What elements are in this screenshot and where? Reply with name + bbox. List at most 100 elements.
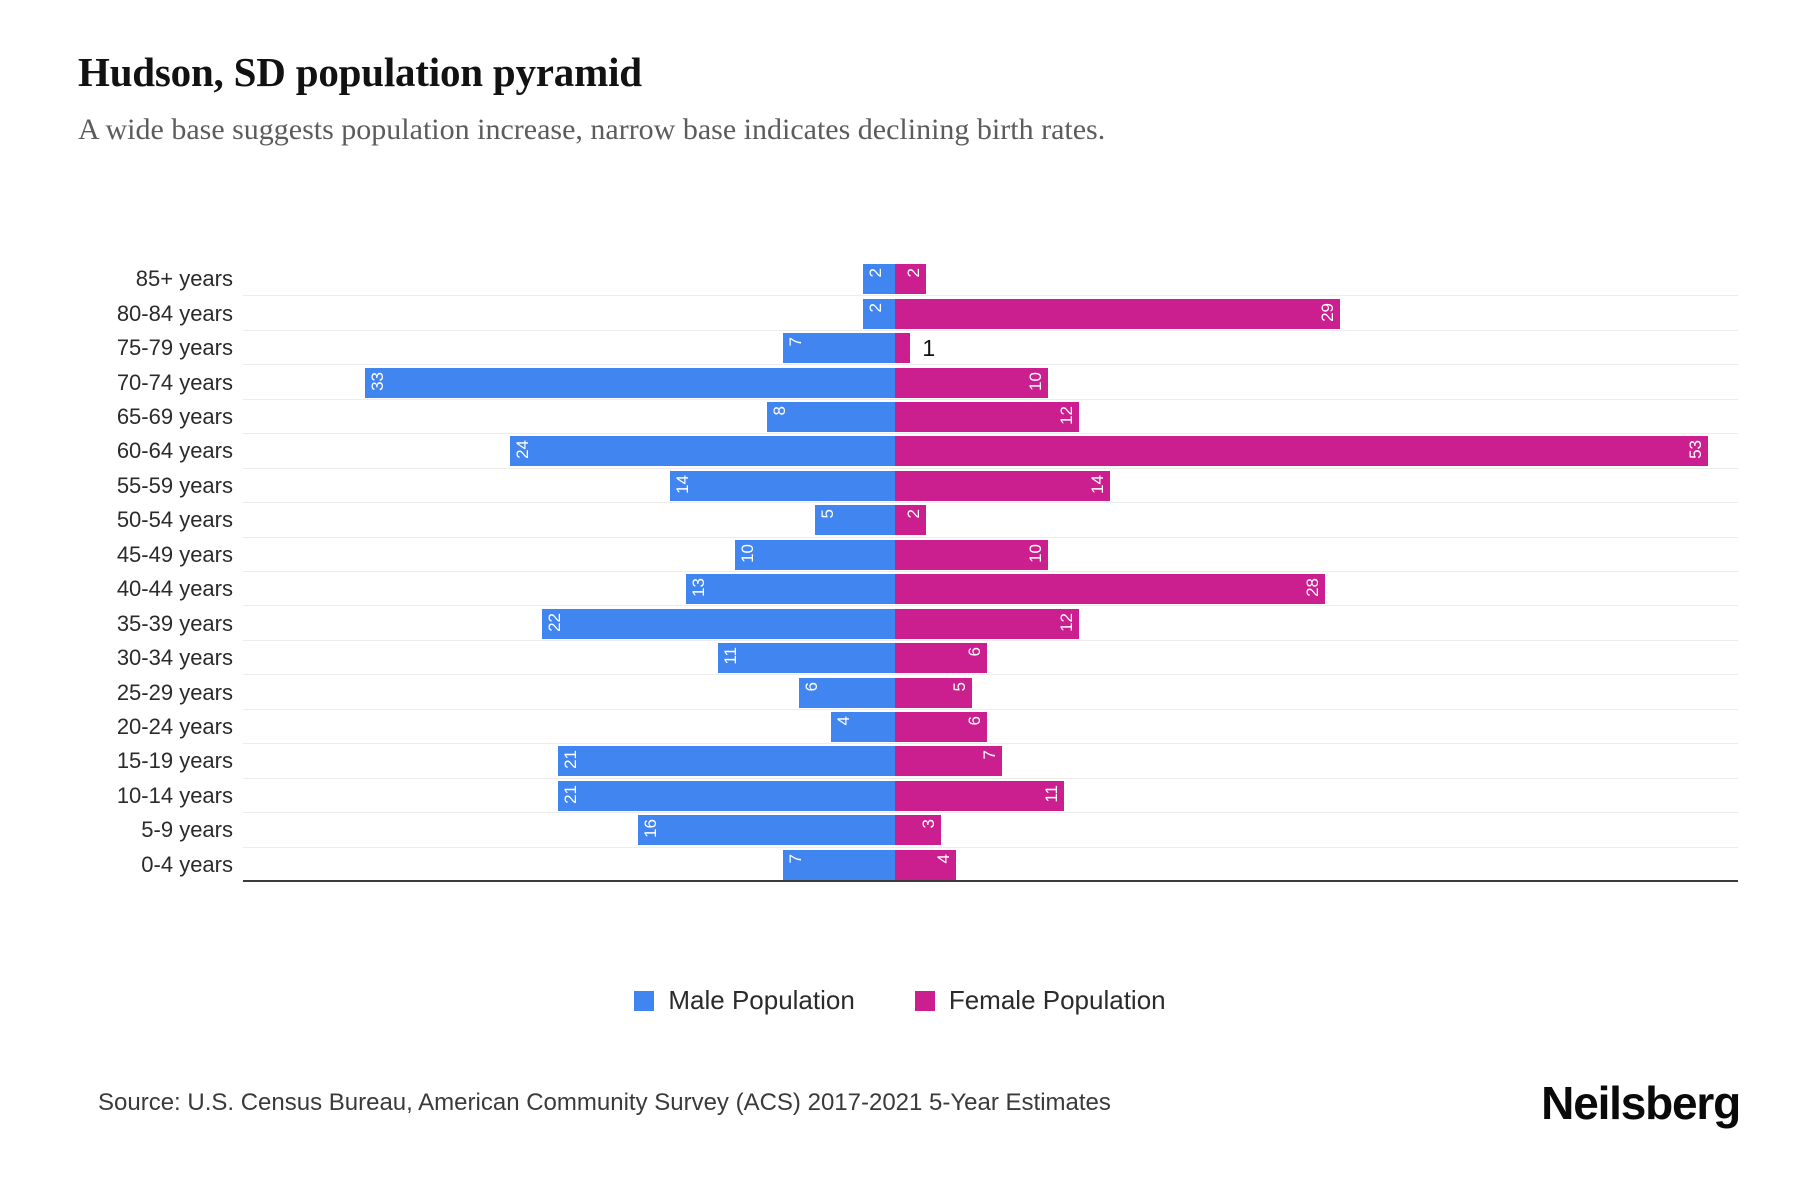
y-axis-tick-label: 60-64 years (116, 438, 233, 464)
bar-row: 33 10 (243, 367, 1738, 398)
bar-value-label: 2 (865, 302, 885, 313)
bar-female[interactable]: 11 (895, 780, 1064, 811)
source-note: Source: U.S. Census Bureau, American Com… (98, 1089, 1111, 1116)
bar-row: 22 12 (243, 608, 1738, 639)
bar-row: 16 3 (243, 815, 1738, 846)
chart-footer: Source: U.S. Census Bureau, American Com… (98, 1077, 1741, 1129)
gridline (243, 812, 1738, 814)
gridline (243, 605, 1738, 607)
x-axis-baseline (243, 880, 1738, 882)
bar-male[interactable]: 2 (862, 298, 895, 329)
bar-female[interactable]: 10 (895, 539, 1049, 570)
bar-value-label: 14 (673, 474, 693, 494)
bar-value-label: 2 (865, 268, 885, 278)
y-axis-tick-label: 40-44 years (116, 576, 233, 602)
y-axis-tick-label: 20-24 years (116, 714, 233, 739)
bar-female[interactable]: 6 (895, 643, 988, 674)
bar-value-label: 6 (965, 647, 985, 657)
bar-value-label: 12 (1057, 612, 1077, 632)
gridline (243, 846, 1738, 848)
bar-male[interactable]: 2 (862, 264, 895, 295)
legend-swatch-male-icon (634, 990, 655, 1011)
bar-value-label: 29 (1317, 302, 1337, 322)
y-axis-tick-label: 5-9 years (141, 817, 233, 843)
bar-value-label: 11 (1041, 784, 1061, 803)
y-axis-tick-label: 35-39 years (116, 610, 233, 636)
bar-value-label: 24 (512, 440, 532, 460)
bar-female[interactable]: 5 (895, 677, 972, 708)
gridline (243, 708, 1738, 710)
gridline (243, 398, 1738, 400)
bar-male[interactable]: 7 (782, 333, 895, 364)
bar-value-label: 7 (980, 750, 1000, 760)
gridline (243, 433, 1738, 435)
bar-male[interactable]: 6 (798, 677, 895, 708)
bar-male[interactable]: 21 (557, 746, 895, 777)
bar-male[interactable]: 11 (718, 643, 895, 674)
bar-value-label: 1 (922, 335, 936, 362)
bar-value-label: 3 (919, 819, 939, 829)
y-axis-tick-label: 85+ years (135, 266, 233, 292)
bar-value-label: 2 (903, 268, 923, 278)
bar-female[interactable]: 6 (895, 712, 988, 742)
legend-item-female[interactable]: Female Population (914, 985, 1166, 1016)
bar-male[interactable]: 10 (734, 539, 895, 570)
bar-value-label: 7 (785, 853, 805, 864)
bar-value-label: 14 (1087, 474, 1107, 494)
bar-male[interactable]: 16 (638, 815, 895, 846)
y-axis-tick-label: 65-69 years (116, 404, 233, 429)
bar-male[interactable]: 5 (814, 505, 895, 536)
bar-male[interactable]: 7 (782, 849, 895, 880)
legend-label-male: Male Population (668, 985, 855, 1015)
gridline (243, 502, 1738, 504)
legend-swatch-female-icon (914, 990, 935, 1011)
bar-female[interactable]: 2 (895, 505, 926, 536)
bar-value-label: 53 (1686, 440, 1705, 460)
bar-female[interactable]: 29 (895, 298, 1340, 329)
bar-female[interactable]: 12 (895, 402, 1080, 432)
chart-subtitle: A wide base suggests population increase… (78, 113, 1106, 147)
bar-value-label: 7 (785, 337, 805, 347)
bar-value-label: 13 (689, 578, 709, 598)
brand-logo: Neilsberg (1541, 1077, 1741, 1129)
bar-female[interactable]: 7 (895, 746, 1003, 777)
bar-female[interactable]: 28 (895, 574, 1325, 605)
gridline (243, 674, 1738, 676)
bar-female[interactable]: 3 (895, 815, 942, 846)
bar-male[interactable]: 21 (557, 780, 895, 811)
y-axis-tick-label: 80-84 years (116, 300, 233, 326)
bar-value-label: 5 (817, 509, 837, 519)
bar-female[interactable]: 2 (895, 264, 926, 295)
y-axis-tick-label: 75-79 years (116, 335, 233, 361)
bar-female[interactable]: 14 (895, 470, 1110, 501)
bar-value-label: 11 (721, 647, 741, 665)
legend-item-male[interactable]: Male Population (634, 985, 855, 1016)
bar-male[interactable]: 4 (830, 712, 895, 742)
bar-value-label: 33 (368, 371, 388, 391)
bar-male[interactable]: 22 (541, 608, 895, 639)
plot-grid: 2 2 2 29 7 1 33 10 8 12 24 53 14 14 5 2 10 10 13 28 22 12 11 6 6… (243, 262, 1738, 882)
bar-male[interactable]: 8 (766, 402, 895, 432)
bar-male[interactable]: 13 (686, 574, 895, 605)
bar-value-label: 16 (641, 819, 661, 839)
y-axis-tick-label: 55-59 years (116, 472, 233, 498)
gridline (243, 295, 1738, 297)
bar-female[interactable]: 12 (895, 608, 1080, 639)
y-axis-tick-label: 25-29 years (116, 679, 233, 705)
bar-value-label: 4 (833, 716, 853, 726)
bar-male[interactable]: 24 (509, 436, 895, 467)
bar-value-label: 5 (949, 681, 969, 692)
bar-value-label: 6 (801, 681, 821, 692)
y-axis-labels: 85+ years 80-84 years 75-79 years 70-74 yea… (78, 262, 233, 882)
bar-female[interactable]: 10 (895, 367, 1049, 398)
bar-male[interactable]: 14 (670, 470, 895, 501)
bar-female[interactable]: 4 (895, 849, 957, 880)
bar-value-label: 22 (544, 612, 564, 632)
bar-female[interactable]: 53 (895, 436, 1708, 467)
legend-label-female: Female Population (948, 985, 1166, 1015)
bar-row: 13 28 (243, 574, 1738, 605)
bar-male[interactable]: 33 (365, 367, 895, 398)
bar-female[interactable] (895, 333, 911, 364)
